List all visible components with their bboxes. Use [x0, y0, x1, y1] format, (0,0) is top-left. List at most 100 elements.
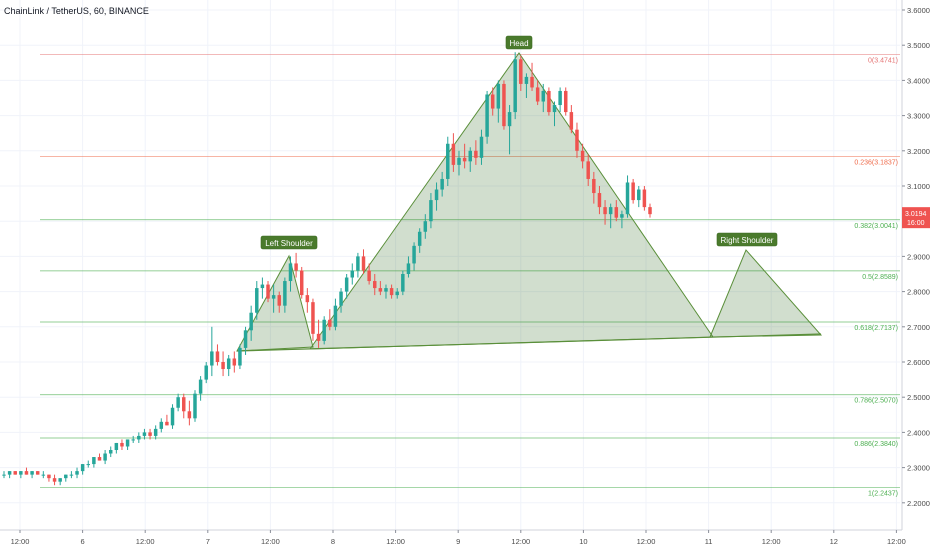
price-tick-label: 2.2000 — [907, 499, 930, 508]
pattern-label: Left Shoulder — [265, 239, 313, 248]
price-tick-label: 2.7000 — [907, 323, 930, 332]
candle-body — [446, 143, 450, 179]
time-tick-label: 12:00 — [637, 537, 656, 546]
neckline — [236, 333, 822, 352]
candle-body — [507, 112, 512, 127]
candle-body — [620, 214, 624, 218]
price-tick-label: 3.3000 — [907, 112, 930, 121]
candle-body — [580, 150, 585, 162]
time-tick-label: 9 — [456, 537, 460, 546]
candle-body — [401, 274, 405, 292]
candle-body — [47, 474, 51, 479]
candle-body — [294, 263, 298, 271]
candle-body — [373, 281, 377, 289]
candle-body — [468, 150, 472, 162]
candle-body — [378, 288, 383, 292]
time-axis[interactable]: 12:00 6 12:00 7 12:00 8 12:00 9 12:00 10 12:00 11 12… — [0, 529, 906, 546]
fib-label-1: 1(2.2437) — [868, 490, 898, 497]
pattern-labels: Left Shoulder Head Right Shoulder — [260, 35, 778, 250]
price-tag-bg — [902, 207, 930, 229]
candle-body — [64, 474, 68, 479]
candle-body — [575, 129, 579, 151]
candle-body — [131, 439, 135, 441]
time-tick-label: 6 — [81, 537, 85, 546]
candle-body — [502, 83, 506, 127]
price-tag-price: 3.0194 — [905, 211, 927, 218]
time-tick-label: 7 — [206, 537, 210, 546]
time-tick-label: 12:00 — [511, 537, 530, 546]
fib-label-0.886: 0.886(2.3840) — [854, 441, 898, 448]
candle-body — [24, 471, 29, 475]
price-tick-label: 2.9000 — [907, 252, 930, 261]
time-tick-label: 12:00 — [386, 537, 405, 546]
candle-body — [58, 478, 62, 482]
head-and-shoulders-pattern — [236, 52, 823, 352]
candle-body — [395, 291, 399, 296]
candle-body — [547, 90, 551, 113]
price-tick-label: 3.1000 — [907, 182, 930, 191]
fibonacci-levels — [40, 53, 900, 488]
pattern-label: Right Shoulder — [721, 236, 774, 245]
candle-body — [299, 270, 304, 296]
candle-body — [232, 358, 237, 366]
candle-body — [243, 330, 248, 348]
candle-body — [316, 333, 321, 341]
candle-body — [603, 207, 607, 215]
left-shoulder-triangle — [236, 254, 314, 352]
price-tick-label: 3.5000 — [907, 41, 930, 50]
candle-body — [86, 464, 91, 466]
candle-body — [350, 270, 355, 278]
candle-body — [137, 435, 141, 440]
pattern-label-bg — [260, 235, 318, 250]
last-price-tag: 3.0194 16:00 — [902, 207, 930, 229]
candle-body — [187, 411, 192, 419]
candle-body — [13, 471, 17, 475]
candle-body — [69, 474, 74, 476]
candle-body — [114, 442, 119, 450]
candle-body — [30, 471, 34, 475]
candle-body — [642, 189, 647, 208]
candle-body — [367, 270, 371, 282]
fib-label-0.618: 0.618(2.7137) — [854, 325, 898, 332]
candle-body — [541, 90, 546, 102]
candle-body — [271, 295, 276, 299]
candle-body — [328, 319, 332, 327]
candles — [2, 52, 652, 486]
candle-body — [92, 457, 96, 465]
price-tick-label: 2.6000 — [907, 358, 930, 367]
candle-body — [637, 189, 641, 201]
time-tick-label: 12:00 — [887, 537, 906, 546]
candle-body — [226, 358, 231, 370]
head-triangle — [309, 52, 714, 350]
pattern-label-bg — [716, 232, 778, 247]
candle-body — [625, 182, 630, 215]
candle-body — [19, 471, 23, 475]
candle-body — [563, 90, 568, 113]
candle-body — [412, 245, 416, 264]
price-tick-label: 2.5000 — [907, 393, 930, 402]
candle-body — [479, 136, 484, 158]
candle-body — [176, 397, 180, 408]
pattern-label-bg — [505, 35, 533, 50]
grid — [0, 0, 900, 530]
candle-body — [97, 457, 102, 461]
candle-body — [142, 432, 147, 436]
candle-body — [153, 428, 158, 436]
fib-label-0.786: 0.786(2.5070) — [854, 398, 898, 405]
price-axis[interactable]: 3.60003.50003.40003.30003.20003.10003.00… — [901, 0, 930, 530]
candle-body — [406, 263, 411, 274]
right-shoulder-triangle — [709, 249, 823, 338]
time-tick-label: 12:00 — [136, 537, 155, 546]
candle-body — [2, 474, 6, 476]
candle-body — [423, 221, 428, 232]
pattern-label: Head — [509, 39, 528, 48]
candle-body — [339, 291, 343, 306]
candle-body — [586, 161, 590, 179]
candle-body — [535, 87, 540, 102]
candle-body — [608, 207, 613, 215]
time-tick-label: 10 — [579, 537, 587, 546]
candle-body — [597, 193, 602, 208]
price-tick-label: 3.4000 — [907, 76, 930, 85]
candle-body — [524, 76, 529, 84]
